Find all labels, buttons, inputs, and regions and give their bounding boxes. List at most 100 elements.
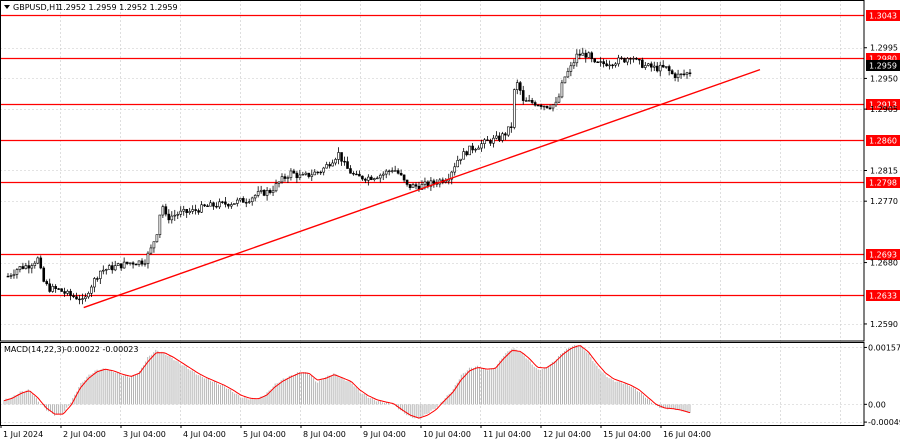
level-tag [866, 10, 900, 21]
candle-body [69, 290, 72, 296]
candle-body [233, 203, 236, 205]
candle-body [596, 61, 599, 64]
candle-body [164, 206, 168, 215]
candle-body [477, 147, 480, 150]
current-price-label: 1.2959 [869, 62, 897, 71]
candle-body [152, 241, 156, 249]
candle-body [652, 65, 656, 68]
candle-body [375, 177, 379, 180]
candle-body [474, 148, 477, 151]
candle-body [143, 263, 147, 265]
candle-body [36, 257, 40, 264]
candle-body [688, 72, 692, 75]
candle-body [605, 63, 608, 67]
candle-body [536, 104, 540, 107]
candle-body [361, 175, 364, 180]
candle-body [635, 58, 638, 60]
candle-body [209, 202, 212, 207]
candle-body [84, 296, 87, 299]
candle-body [107, 265, 111, 270]
candle-body [113, 265, 117, 271]
candle-body [638, 58, 641, 61]
candle-body [51, 286, 54, 292]
candle-body [15, 269, 19, 275]
candle-body [337, 152, 340, 160]
candle-body [539, 104, 543, 107]
candle-body [679, 73, 683, 76]
candle-body [63, 291, 66, 294]
candle-body [39, 257, 43, 269]
candle-body [521, 90, 525, 101]
candle-body [411, 184, 415, 188]
candle-body [48, 283, 51, 292]
candle-body [18, 266, 22, 270]
candle-body [131, 262, 135, 265]
candle-body [483, 139, 486, 144]
candle-body [247, 201, 251, 203]
candle-body [104, 269, 108, 271]
candle-body [414, 184, 418, 187]
y-tick-label: 1.2770 [870, 197, 898, 206]
axis-layer: 1.2590 1.2680 1.2770 1.2815 1.2905 1.2950 1.29… [0, 44, 900, 439]
candle-body [530, 100, 534, 103]
candle-body [72, 295, 75, 298]
x-tick-label: 8 Jul 04:00 [303, 430, 346, 439]
candle-body [87, 292, 90, 298]
x-tick-label: 11 Jul 04:00 [483, 430, 531, 439]
candle-body [373, 178, 376, 180]
y-tick-label: 1.2815 [870, 167, 898, 176]
candle-body [649, 63, 653, 68]
candle-body [524, 100, 528, 102]
candle-body [608, 64, 611, 67]
candle-body [587, 52, 591, 58]
candle-body [212, 202, 215, 207]
candle-body [60, 288, 63, 292]
candle-body [560, 82, 564, 98]
candle-body [364, 178, 367, 181]
x-tick-label: 12 Jul 04:00 [543, 430, 591, 439]
candle-body [533, 102, 537, 106]
candle-body [584, 52, 588, 58]
candle-body [632, 58, 635, 60]
current-price-tag [866, 60, 900, 71]
candle-body [277, 181, 281, 184]
candle-body [510, 126, 513, 128]
candle-body [548, 107, 552, 109]
x-tick-label: 9 Jul 04:00 [363, 430, 406, 439]
candle-body [149, 247, 153, 254]
candle-body [641, 59, 644, 68]
candle-body [75, 296, 78, 300]
candle-body [325, 164, 328, 169]
candle-body [393, 170, 397, 172]
candle-body [122, 261, 126, 269]
candle-body [215, 205, 218, 208]
candle-body [498, 135, 501, 141]
candle-body [664, 66, 668, 68]
candle-body [227, 203, 230, 207]
x-tick-label: 4 Jul 04:00 [183, 430, 226, 439]
candle-body [66, 290, 69, 294]
symbol-dropdown-icon[interactable] [4, 5, 10, 9]
candle-body [116, 263, 120, 266]
macd-tick-label: 0.00 [868, 400, 886, 409]
candle-body [268, 190, 272, 193]
candle-body [173, 214, 177, 217]
candle-body [644, 65, 647, 68]
candle-body [253, 195, 257, 199]
candle-body [670, 70, 674, 75]
candle-body [340, 152, 343, 162]
candle-body [355, 173, 358, 176]
candle-body [676, 73, 680, 78]
candle-body [99, 270, 102, 279]
candle-body [617, 57, 620, 65]
macd-tick-label: 0.00157 [868, 343, 900, 352]
level-tag [866, 99, 900, 110]
candle-body [334, 159, 337, 164]
trend-line [83, 68, 761, 309]
candle-body [581, 52, 585, 56]
candle-body [626, 58, 629, 63]
candle-body [518, 82, 522, 91]
ohlc-values: 1.2952 1.2959 1.2952 1.2959 [58, 3, 178, 12]
candle-body [21, 266, 25, 269]
